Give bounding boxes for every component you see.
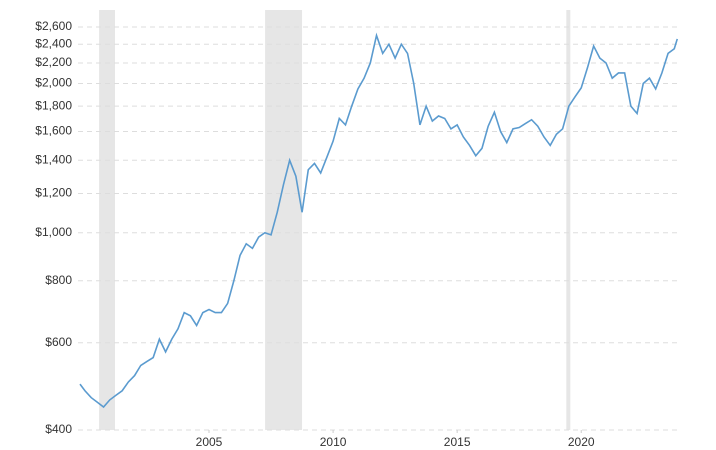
y-tick-label: $1,600: [35, 124, 72, 138]
y-tick-label: $2,600: [35, 19, 72, 33]
x-tick-label: 2010: [320, 435, 347, 449]
x-tick-label: 2015: [444, 435, 471, 449]
y-tick-label: $400: [45, 422, 72, 436]
y-tick-label: $2,000: [35, 76, 72, 90]
y-tick-label: $600: [45, 335, 72, 349]
x-tick-label: 2020: [568, 435, 595, 449]
y-tick-label: $800: [45, 273, 72, 287]
x-tick-label: 2005: [196, 435, 223, 449]
recession-band: [566, 10, 571, 430]
y-tick-label: $2,400: [35, 36, 72, 50]
recession-band: [265, 10, 303, 430]
y-tick-label: $1,000: [35, 225, 72, 239]
recession-band: [99, 10, 115, 430]
price-line: [79, 32, 679, 409]
y-tick-label: $2,200: [35, 55, 72, 69]
y-tick-label: $1,400: [35, 152, 72, 166]
y-tick-label: $1,800: [35, 98, 72, 112]
y-tick-label: $1,200: [35, 186, 72, 200]
